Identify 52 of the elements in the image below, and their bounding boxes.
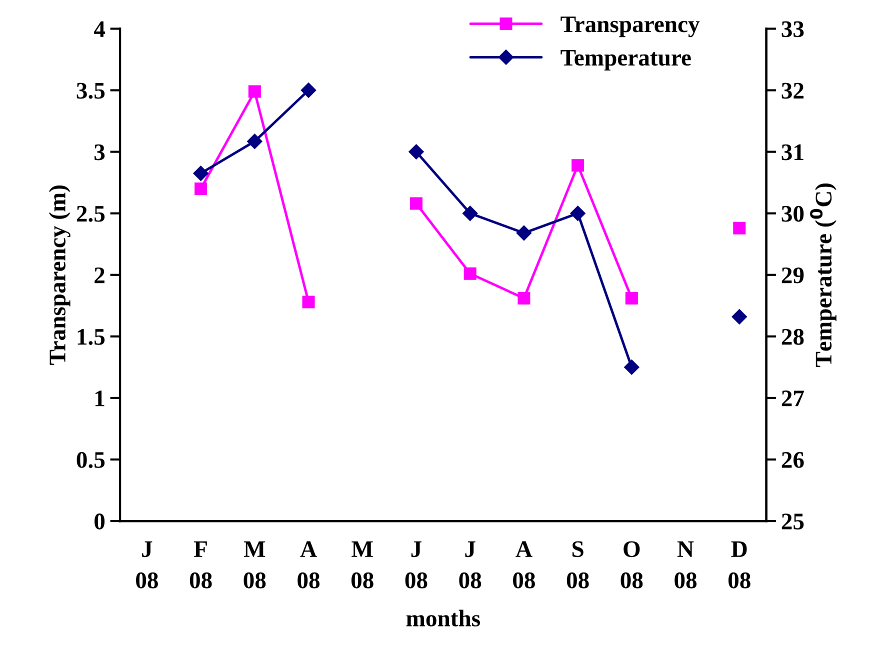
- legend-label: Temperature: [560, 50, 691, 70]
- point: [300, 82, 316, 98]
- point: [518, 292, 530, 305]
- point: [248, 85, 261, 98]
- point: [570, 206, 586, 221]
- y2-tick-label: 28: [782, 328, 804, 345]
- point: [302, 296, 315, 308]
- x-tick-label: J 08: [136, 541, 158, 588]
- y2-axis-title: Temperature ($^{0}$C): [810, 184, 836, 367]
- point: [193, 166, 208, 181]
- x-tick-label: S 08: [566, 541, 589, 588]
- x-tick-label: O 08: [620, 541, 643, 588]
- y2-tick-label: 33: [782, 21, 804, 38]
- point: [194, 182, 208, 195]
- point: [572, 159, 584, 172]
- y-tick-label: 4: [94, 21, 105, 37]
- y-tick-label: 2: [94, 267, 104, 284]
- point: [462, 206, 478, 221]
- y-tick-label: 0: [94, 514, 105, 530]
- point: [516, 225, 532, 241]
- legend-label: Transparency: [560, 16, 700, 38]
- y-tick-label: 1: [96, 390, 104, 406]
- y2-tick-label: 32: [782, 82, 804, 99]
- x-tick-label: J 08: [459, 541, 482, 588]
- x-tick-label: N 08: [674, 541, 697, 588]
- y2-tick-label: 25: [782, 514, 804, 530]
- y2-tick-label: 29: [782, 267, 804, 284]
- point: [624, 360, 640, 375]
- y2-tick-label: 30: [782, 206, 804, 222]
- point: [464, 267, 476, 280]
- y-tick-label: 3: [94, 144, 105, 160]
- y-tick-label: 3.5: [76, 82, 105, 99]
- y2-tick-label: 26: [782, 452, 804, 468]
- x-tick-label: D 08: [728, 541, 750, 588]
- y-tick-label: 2.5: [76, 206, 105, 222]
- point: [410, 197, 422, 210]
- y-axis-title: Transparency (m): [48, 186, 70, 365]
- x-tick-label: M 08: [351, 541, 374, 588]
- point: [625, 292, 638, 305]
- point: [247, 134, 262, 149]
- point: [732, 309, 747, 324]
- y-tick-label: 0.5: [76, 452, 105, 468]
- point: [408, 144, 424, 160]
- x-axis-title: months: [406, 610, 480, 626]
- x-tick-label: F 08: [190, 541, 212, 588]
- y2-tick-label: 31: [782, 144, 804, 160]
- x-tick-label: M 08: [244, 541, 266, 588]
- y2-tick-label: 27: [782, 390, 804, 406]
- x-tick-label: A 08: [513, 541, 535, 588]
- y-tick-label: 1.5: [78, 329, 105, 345]
- x-tick-label: A 08: [298, 541, 320, 588]
- point: [733, 222, 746, 234]
